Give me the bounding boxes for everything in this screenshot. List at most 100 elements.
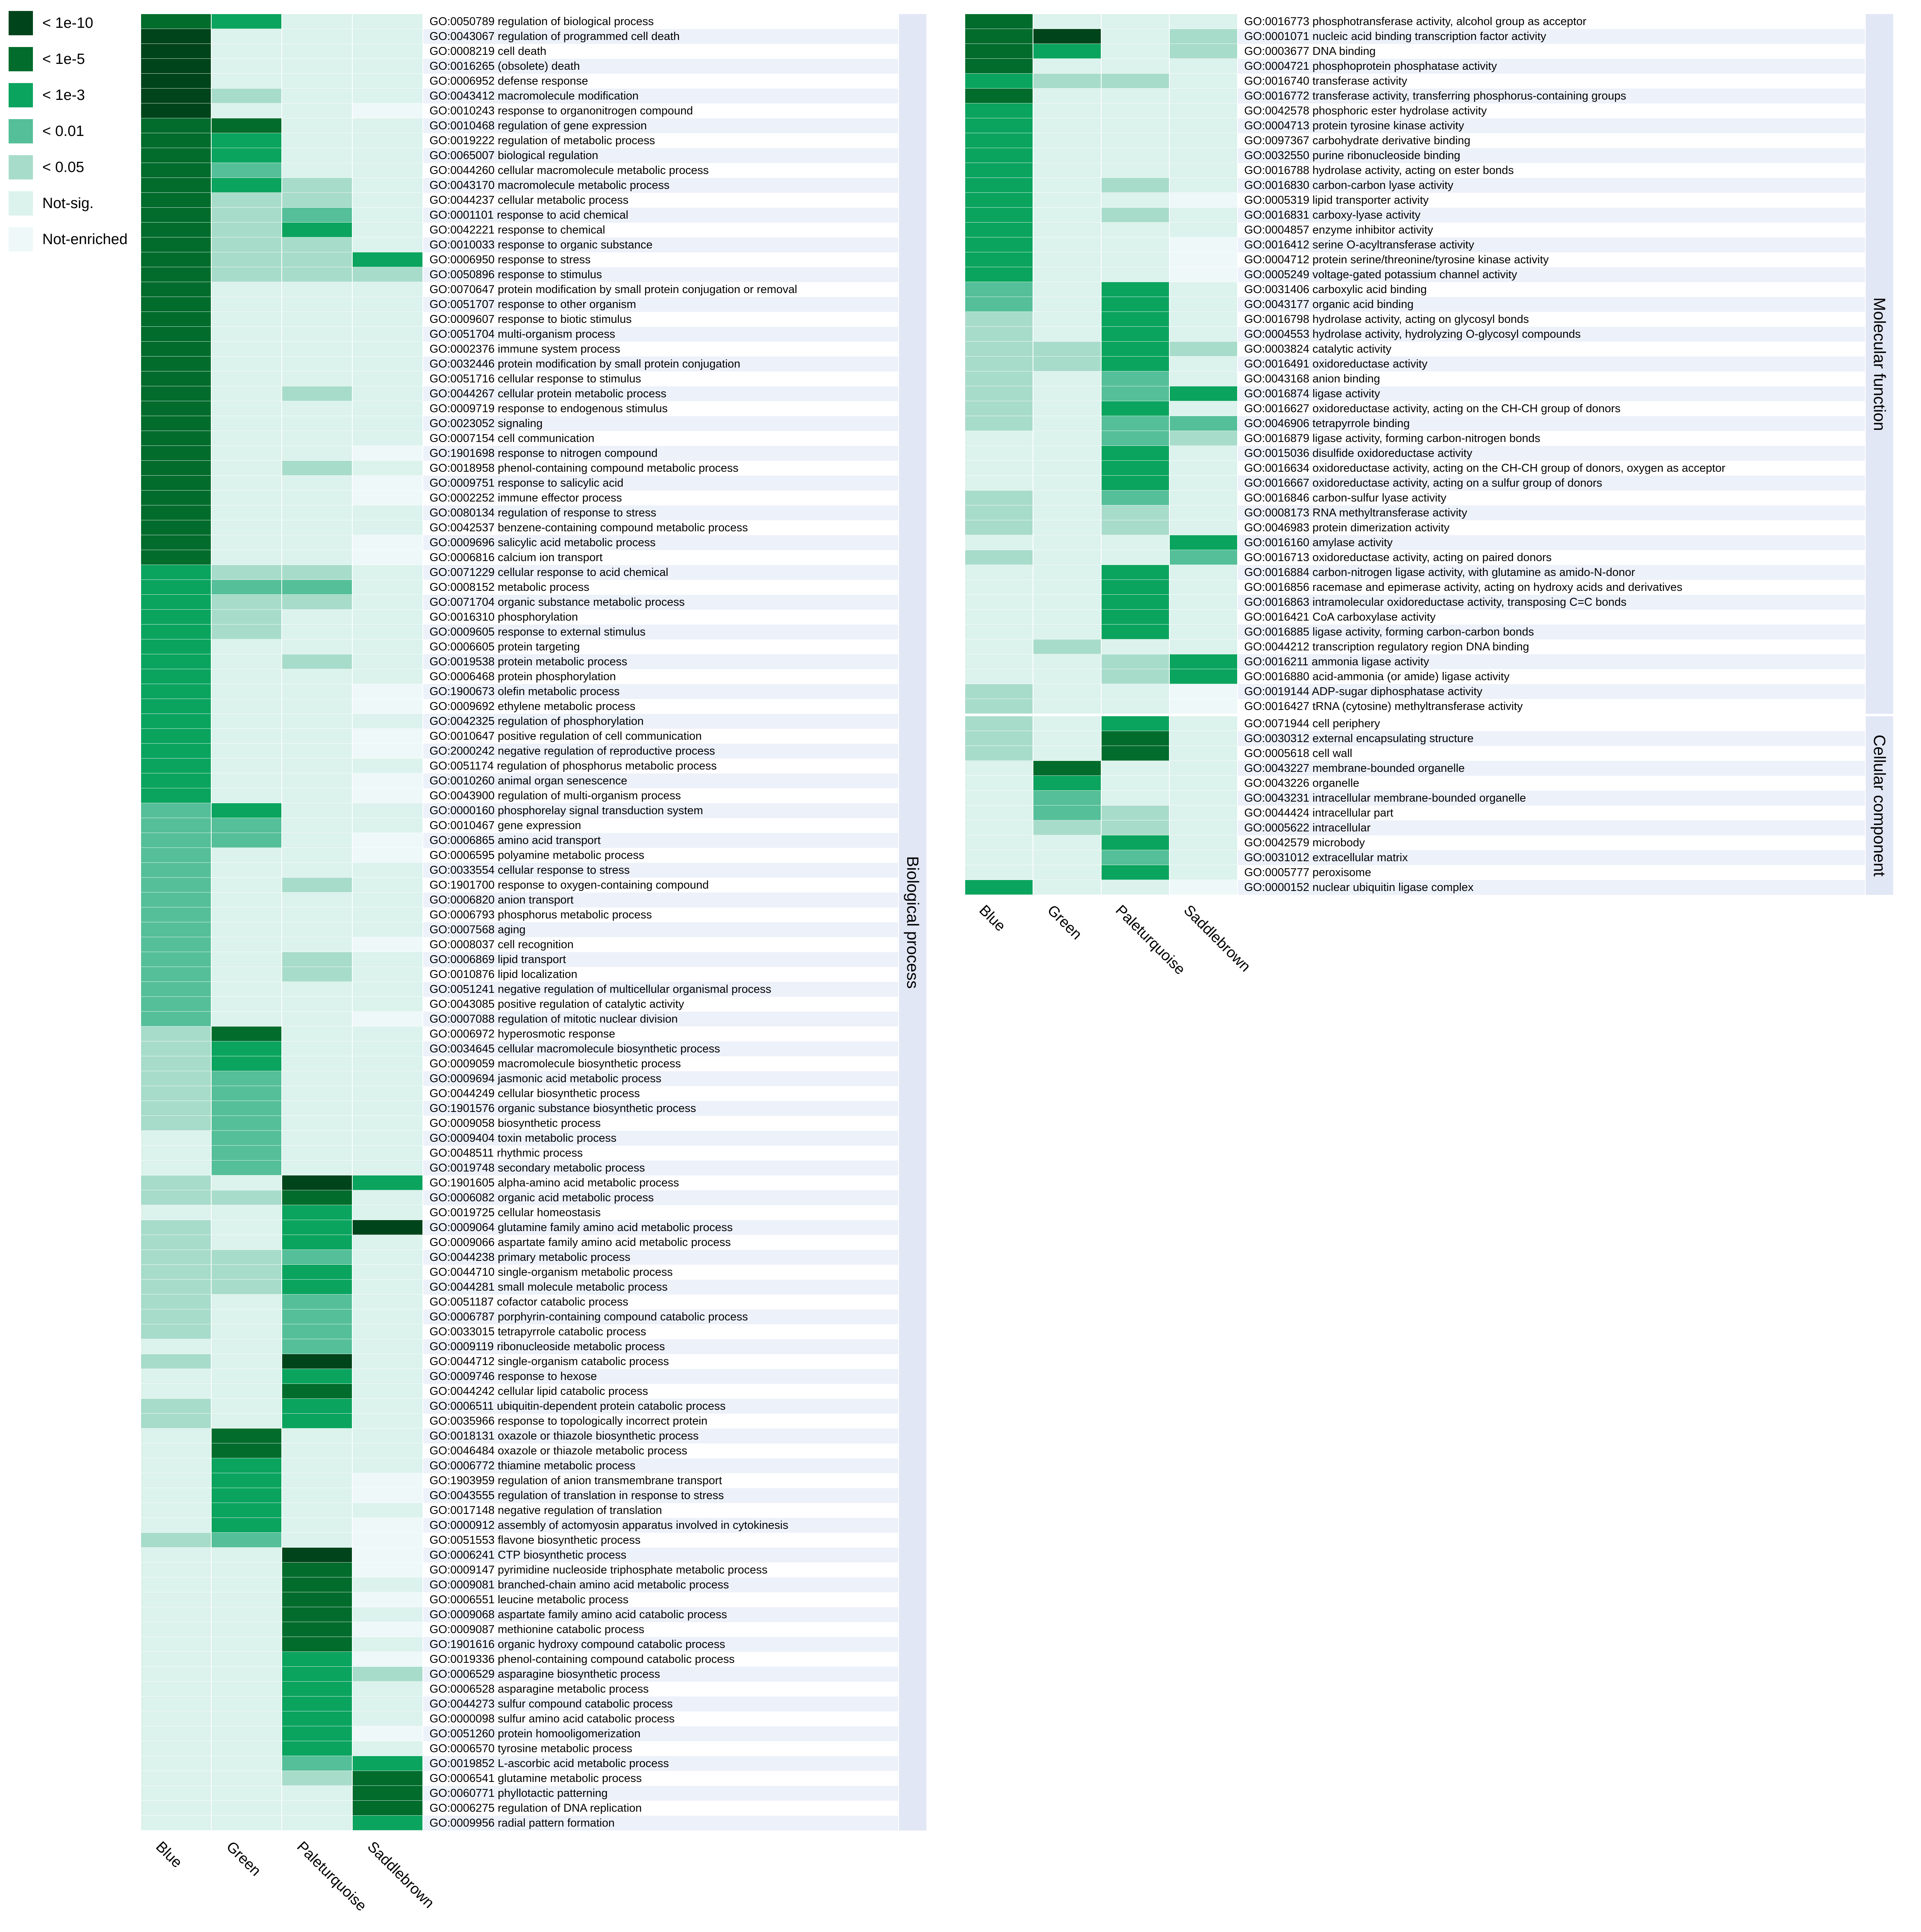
heatmap-cell-green bbox=[212, 1280, 282, 1295]
heatmap-row-cells bbox=[141, 833, 423, 848]
heatmap-row: GO:0065007 biological regulation bbox=[141, 148, 898, 163]
go-term-label: GO:0016160 amylase activity bbox=[1238, 535, 1865, 550]
heatmap-row-cells bbox=[141, 103, 423, 118]
heatmap-cell-green bbox=[212, 1592, 282, 1607]
heatmap-cell-blue bbox=[141, 267, 212, 282]
heatmap-cell-paleturquoise bbox=[282, 878, 353, 893]
go-term-label: GO:0044281 small molecule metabolic proc… bbox=[423, 1280, 898, 1295]
heatmap-cell-blue bbox=[141, 312, 212, 327]
heatmap-cell-saddlebrown bbox=[353, 1309, 423, 1324]
heatmap-row-cells bbox=[141, 744, 423, 759]
heatmap-row-cells bbox=[141, 1339, 423, 1354]
legend-item: < 1e-3 bbox=[9, 83, 128, 107]
heatmap-cell-blue bbox=[965, 746, 1033, 761]
go-term-label: GO:0010467 gene expression bbox=[430, 819, 581, 832]
heatmap-cell-blue bbox=[965, 327, 1033, 342]
heatmap-cell-paleturquoise bbox=[282, 937, 353, 952]
heatmap-cell-blue bbox=[965, 880, 1033, 895]
heatmap-cell-green bbox=[212, 1056, 282, 1071]
heatmap-row-cells bbox=[141, 669, 423, 684]
heatmap-cell-blue bbox=[141, 1771, 212, 1786]
heatmap-row-cells bbox=[965, 386, 1238, 401]
heatmap-cell-blue bbox=[141, 1443, 212, 1458]
heatmap-row-cells bbox=[965, 89, 1238, 103]
legend-item: Not-sig. bbox=[9, 191, 128, 215]
heatmap-cell-paleturquoise bbox=[1102, 865, 1170, 880]
heatmap-cell-paleturquoise bbox=[282, 788, 353, 803]
heatmap-cell-blue bbox=[141, 1667, 212, 1682]
heatmap-cell-green bbox=[212, 922, 282, 937]
heatmap-cell-green bbox=[212, 1384, 282, 1399]
go-term-label: GO:0043168 anion binding bbox=[1244, 373, 1380, 385]
heatmap-cell-blue bbox=[965, 669, 1033, 684]
heatmap-cell-blue bbox=[965, 491, 1033, 505]
heatmap-row-cells bbox=[965, 371, 1238, 386]
heatmap-cell-blue bbox=[141, 1175, 212, 1190]
heatmap-row: GO:0019748 secondary metabolic process bbox=[141, 1161, 898, 1175]
go-term-label: GO:0009694 jasmonic acid metabolic proce… bbox=[423, 1071, 898, 1086]
heatmap-cell-saddlebrown bbox=[353, 1399, 423, 1414]
facet-label-molecular-function: Molecular function bbox=[1870, 297, 1889, 431]
heatmap-row-cells bbox=[141, 223, 423, 237]
heatmap-cell-green bbox=[212, 1161, 282, 1175]
heatmap-cell-paleturquoise bbox=[1102, 118, 1170, 133]
heatmap-cell-paleturquoise bbox=[282, 252, 353, 267]
heatmap-cell-blue bbox=[965, 148, 1033, 163]
heatmap-cell-blue bbox=[141, 1205, 212, 1220]
heatmap-cell-green bbox=[1033, 416, 1102, 431]
heatmap-row-cells bbox=[141, 178, 423, 193]
heatmap-row: GO:0016879 ligase activity, forming carb… bbox=[965, 431, 1865, 446]
heatmap-row: GO:0044712 single-organism catabolic pro… bbox=[141, 1354, 898, 1369]
heatmap-cell-paleturquoise bbox=[1102, 401, 1170, 416]
heatmap-cell-saddlebrown bbox=[353, 193, 423, 208]
heatmap-row-cells bbox=[141, 237, 423, 252]
heatmap-cell-green bbox=[212, 684, 282, 699]
go-term-label: GO:0006865 amino acid transport bbox=[423, 833, 898, 848]
heatmap-cell-saddlebrown bbox=[353, 1503, 423, 1518]
heatmap-cell-green bbox=[212, 416, 282, 431]
heatmap-cell-paleturquoise bbox=[282, 89, 353, 103]
heatmap-row-cells bbox=[965, 193, 1238, 208]
go-term-label: GO:0006541 glutamine metabolic process bbox=[430, 1772, 642, 1785]
heatmap-cell-blue bbox=[965, 29, 1033, 44]
heatmap-cell-saddlebrown bbox=[353, 1458, 423, 1473]
heatmap-cell-green bbox=[1033, 103, 1102, 118]
heatmap-cell-green bbox=[212, 1086, 282, 1101]
heatmap-cell-saddlebrown bbox=[353, 1801, 423, 1816]
heatmap-cell-saddlebrown bbox=[1170, 880, 1238, 895]
go-term-label: GO:0019222 regulation of metabolic proce… bbox=[430, 134, 655, 147]
heatmap-cell-saddlebrown bbox=[353, 788, 423, 803]
facet-strip-molecular-function: Molecular function bbox=[1866, 14, 1893, 714]
heatmap-cell-blue bbox=[965, 776, 1033, 791]
heatmap-cell-paleturquoise bbox=[282, 282, 353, 297]
heatmap-row: GO:0050789 regulation of biological proc… bbox=[141, 14, 898, 29]
heatmap-row: GO:0006865 amino acid transport bbox=[141, 833, 898, 848]
heatmap-row-cells bbox=[141, 59, 423, 74]
go-term-label: GO:0016772 transferase activity, transfe… bbox=[1238, 89, 1865, 103]
heatmap-row: GO:0009058 biosynthetic process bbox=[141, 1116, 898, 1131]
heatmap-row: GO:0010647 positive regulation of cell c… bbox=[141, 729, 898, 744]
heatmap-cell-green bbox=[1033, 776, 1102, 791]
heatmap-cell-blue bbox=[965, 74, 1033, 89]
heatmap-cell-blue bbox=[141, 937, 212, 952]
heatmap-cell-green bbox=[1033, 237, 1102, 252]
column-label-saddlebrown: Saddlebrown bbox=[364, 1838, 438, 1912]
heatmap-cell-blue bbox=[965, 731, 1033, 746]
heatmap-cell-green bbox=[212, 446, 282, 461]
heatmap-cell-saddlebrown bbox=[353, 1592, 423, 1607]
go-term-label: GO:0019538 protein metabolic process bbox=[423, 654, 898, 669]
heatmap-cell-paleturquoise bbox=[282, 237, 353, 252]
heatmap-row: GO:0044242 cellular lipid catabolic proc… bbox=[141, 1384, 898, 1399]
go-term-label: GO:0006511 ubiquitin-dependent protein c… bbox=[423, 1399, 898, 1414]
heatmap-row: GO:0008037 cell recognition bbox=[141, 937, 898, 952]
heatmap-row-cells bbox=[965, 520, 1238, 535]
go-term-label: GO:0043227 membrane-bounded organelle bbox=[1238, 761, 1865, 776]
heatmap-cell-saddlebrown bbox=[1170, 431, 1238, 446]
heatmap-row-cells bbox=[141, 654, 423, 669]
heatmap-row: GO:0016491 oxidoreductase activity bbox=[965, 357, 1865, 371]
heatmap-row: GO:0030312 external encapsulating struct… bbox=[965, 731, 1865, 746]
go-term-label: GO:0042221 response to chemical bbox=[430, 224, 605, 236]
heatmap-row: GO:0004721 phosphoprotein phosphatase ac… bbox=[965, 59, 1865, 74]
heatmap-row: GO:0009694 jasmonic acid metabolic proce… bbox=[141, 1071, 898, 1086]
heatmap-row-cells bbox=[141, 595, 423, 610]
